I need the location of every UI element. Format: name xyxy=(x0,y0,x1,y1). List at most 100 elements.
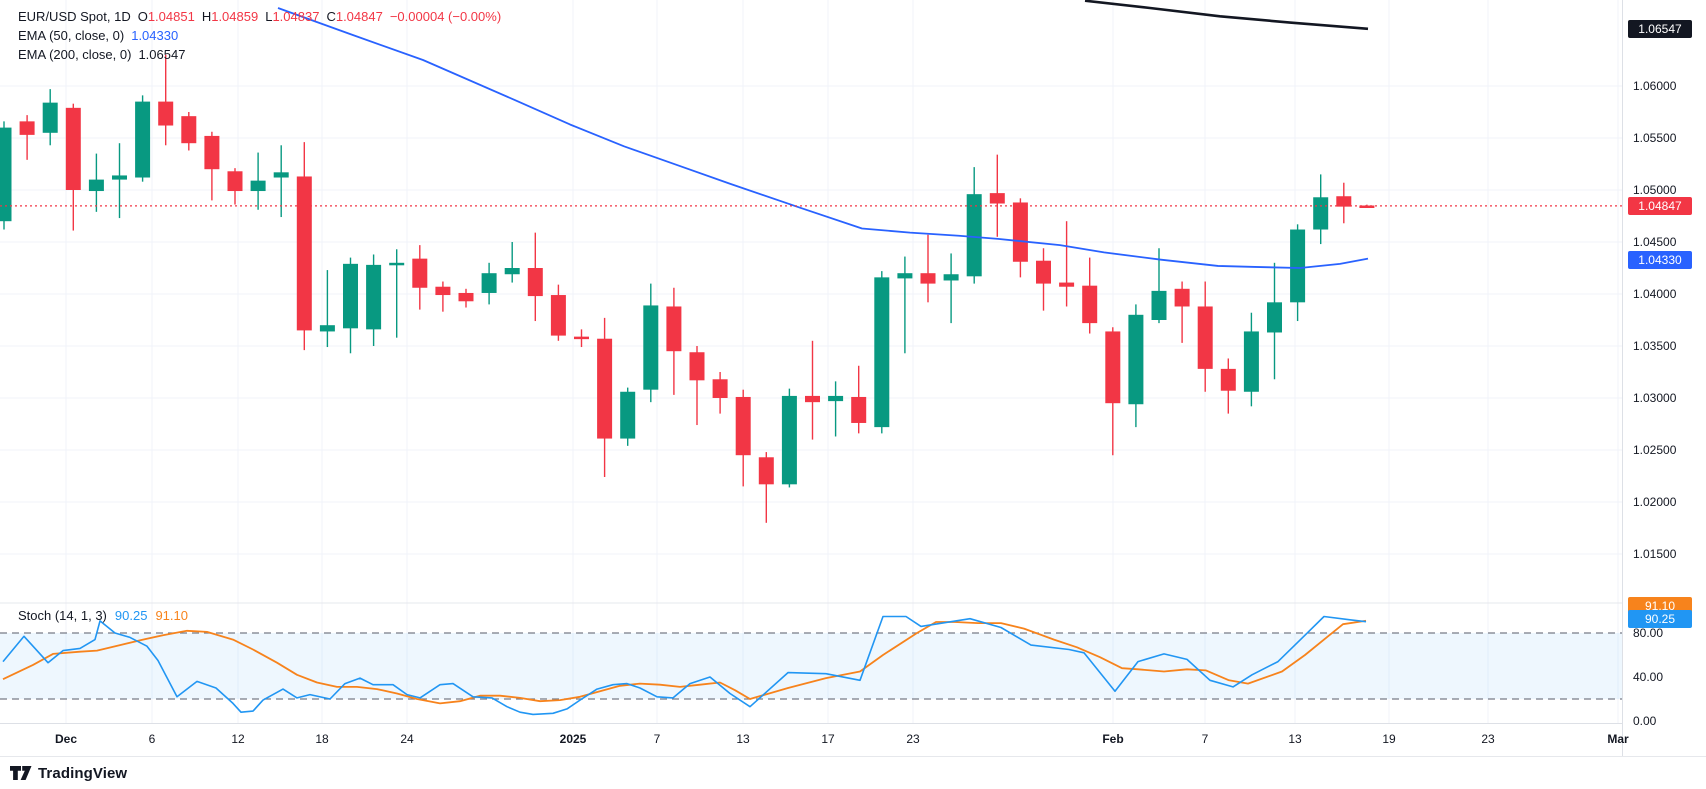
ema50-value: 1.04330 xyxy=(131,28,179,43)
stoch-d-value: 91.10 xyxy=(155,608,188,623)
time-tick-label: 7 xyxy=(653,732,661,746)
legend-row-stochastic[interactable]: Stoch (14, 1, 3) 90.25 91.10 xyxy=(18,608,188,623)
candle-body xyxy=(781,395,797,485)
candle-body xyxy=(620,391,636,439)
stoch-badge: 90.25 xyxy=(1628,610,1692,628)
tradingview-logo-text: TradingView xyxy=(38,764,128,782)
candle-body xyxy=(19,121,35,135)
tradingview-logo[interactable]: TradingView xyxy=(10,765,127,782)
tradingview-logo-icon xyxy=(10,765,32,780)
stoch-label: Stoch (14, 1, 3) xyxy=(18,608,107,623)
candle-body xyxy=(828,395,844,402)
candle-body xyxy=(0,127,12,222)
candle-body xyxy=(412,258,428,288)
ohlc-low: L1.04837 xyxy=(265,9,320,24)
ema200-label: EMA (200, close, 0) xyxy=(18,47,132,62)
footer-bar: TradingView xyxy=(0,756,1706,789)
ohlc-close: C1.04847 xyxy=(326,9,383,24)
candle-body xyxy=(273,172,289,178)
time-tick-label: 13 xyxy=(736,732,750,746)
candle-body xyxy=(88,179,104,192)
stoch-tick-label: 40.00 xyxy=(1633,670,1664,684)
candle-body xyxy=(319,325,335,332)
candle-body xyxy=(897,273,913,279)
price-badge: 1.04330 xyxy=(1628,250,1692,269)
price-axis[interactable]: 1.06000 1.05500 1.05000 1.04500 1.04000 1.035… xyxy=(1622,0,1706,756)
candle-body xyxy=(250,180,266,192)
candle-body xyxy=(481,273,497,293)
candle-body xyxy=(735,396,751,456)
price-tick-label: 1.06000 xyxy=(1633,79,1677,93)
candle-body xyxy=(1197,306,1213,369)
ema50-label: EMA (50, close, 0) xyxy=(18,28,125,43)
candle-body xyxy=(758,457,774,485)
candle-body xyxy=(1036,260,1051,284)
candle-body xyxy=(712,379,728,398)
candle-body xyxy=(1012,202,1028,262)
time-tick-label: 12 xyxy=(231,732,245,746)
candle-body xyxy=(227,171,243,192)
legend-row-ema50[interactable]: EMA (50, close, 0) 1.04330 xyxy=(18,27,501,45)
candle-body xyxy=(689,352,705,381)
time-tick-label: 23 xyxy=(906,732,920,746)
price-tick-label: 1.04000 xyxy=(1633,287,1677,301)
candle-body xyxy=(1267,302,1282,333)
stoch-d-line[interactable] xyxy=(2,619,1367,705)
candle-body xyxy=(989,193,1005,204)
candle-body xyxy=(1359,205,1375,208)
legend-row-ema200[interactable]: EMA (200, close, 0) 1.06547 xyxy=(18,46,501,64)
ohlc-open: O1.04851 xyxy=(137,9,195,24)
ohlc-high: H1.04859 xyxy=(201,9,259,24)
candle-body xyxy=(666,306,682,352)
candle-body xyxy=(158,101,174,126)
candle-body xyxy=(135,101,151,178)
price-tick-label: 1.05000 xyxy=(1633,183,1677,197)
chart-plot-area[interactable] xyxy=(0,0,1622,756)
stoch-tick-label: 80.00 xyxy=(1633,626,1664,640)
price-tick-label: 1.05500 xyxy=(1633,131,1677,145)
candle-body xyxy=(1128,314,1144,405)
candle-body xyxy=(1290,229,1306,303)
ema200-line[interactable] xyxy=(1084,0,1369,31)
stoch-k-line[interactable] xyxy=(2,615,1367,716)
candle-body xyxy=(943,274,959,281)
candle-body xyxy=(920,273,936,284)
candle-body xyxy=(343,263,358,329)
symbol-title: EUR/USD Spot, 1D xyxy=(18,9,131,24)
time-tick-label: 7 xyxy=(1201,732,1209,746)
candle-body xyxy=(296,176,312,331)
candle-body xyxy=(550,295,566,336)
legend-row-symbol[interactable]: EUR/USD Spot, 1D O1.04851 H1.04859 L1.04… xyxy=(18,8,501,26)
price-badge: 1.06547 xyxy=(1628,20,1692,39)
candle-body xyxy=(1243,331,1259,392)
candle-body xyxy=(966,194,982,277)
price-tick-label: 1.04500 xyxy=(1633,235,1677,249)
price-tick-label: 1.03500 xyxy=(1633,339,1677,353)
legend: EUR/USD Spot, 1D O1.04851 H1.04859 L1.04… xyxy=(18,8,501,65)
candle-body xyxy=(851,396,867,423)
ema50-line[interactable] xyxy=(277,7,1369,269)
candle-body xyxy=(435,286,451,296)
ema200-value: 1.06547 xyxy=(138,47,186,62)
time-axis[interactable]: Dec 6 12 18 24 2025 7 13 17 23 Feb 7 13 19 23 Mar xyxy=(0,723,1629,757)
candle-body xyxy=(1174,288,1190,307)
candle-body xyxy=(597,338,613,439)
candle-body xyxy=(874,277,890,428)
candle-body xyxy=(204,135,220,170)
price-tick-label: 1.03000 xyxy=(1633,391,1677,405)
candle-body xyxy=(1313,197,1329,230)
candle-body xyxy=(1151,290,1167,320)
candle-body xyxy=(643,305,659,390)
candle-body xyxy=(42,102,58,133)
time-tick-label: Mar xyxy=(1607,732,1629,746)
candle-body xyxy=(504,268,520,275)
candle-body xyxy=(65,107,81,190)
candle-body xyxy=(1105,331,1121,404)
candle-body xyxy=(389,262,405,266)
candle-body xyxy=(805,395,820,403)
time-tick-label: 6 xyxy=(148,732,156,746)
time-tick-label: Dec xyxy=(54,732,78,746)
candle-body xyxy=(1059,282,1075,287)
price-badge: 1.04847 xyxy=(1628,196,1692,215)
